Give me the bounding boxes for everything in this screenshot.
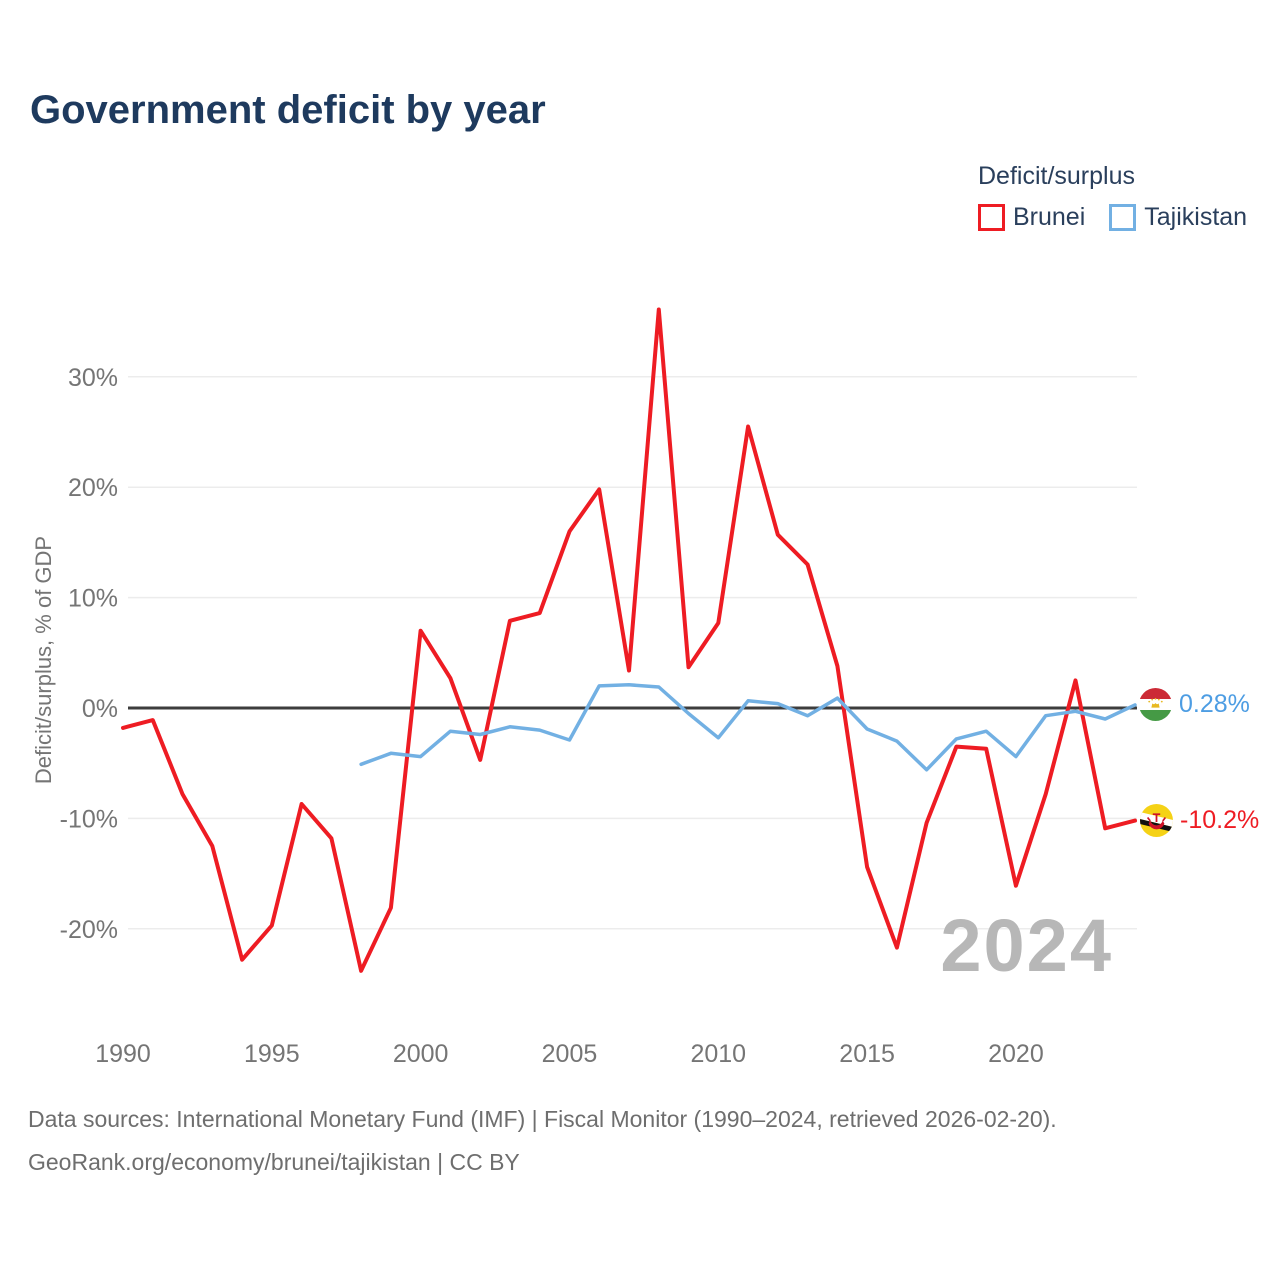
legend-title: Deficit/surplus <box>978 162 1135 190</box>
x-tick-label: 2020 <box>988 1040 1044 1068</box>
y-tick-label: 30% <box>68 364 118 392</box>
legend: Deficit/surplus Brunei Tajikistan <box>978 162 1247 232</box>
x-tick-label: 1995 <box>244 1040 300 1068</box>
brunei-line[interactable] <box>121 307 1137 973</box>
tajikistan-line[interactable] <box>359 683 1137 772</box>
footer-sources-line: Data sources: International Monetary Fun… <box>28 1106 1057 1132</box>
brunei-end-label: -10.2% <box>1140 804 1259 837</box>
legend-item-tajikistan[interactable]: Tajikistan <box>1109 203 1247 232</box>
legend-items: Brunei Tajikistan <box>978 203 1247 232</box>
watermark-year: 2024 <box>940 904 1113 987</box>
brunei-flag-icon <box>1140 804 1173 837</box>
y-tick-label: 10% <box>68 585 118 613</box>
legend-label-tajikistan: Tajikistan <box>1144 203 1248 231</box>
tajikistan-end-label: 0.28% <box>1139 688 1250 721</box>
y-tick-label: 0% <box>82 695 118 723</box>
tajikistan-swatch-icon <box>1109 204 1137 231</box>
footer-attribution-line: GeoRank.org/economy/brunei/tajikistan | … <box>28 1149 520 1175</box>
y-tick-label: -20% <box>60 916 118 944</box>
y-tick-label: 20% <box>68 474 118 502</box>
y-tick-label: -10% <box>60 805 118 833</box>
brunei-end-value: -10.2% <box>1180 806 1260 834</box>
tajikistan-flag-icon <box>1139 688 1172 721</box>
legend-item-brunei[interactable]: Brunei <box>978 203 1085 232</box>
x-tick-label: 1990 <box>95 1040 151 1068</box>
brunei-swatch-icon <box>978 204 1005 231</box>
legend-label-brunei: Brunei <box>1013 203 1086 231</box>
x-tick-label: 2005 <box>542 1040 598 1068</box>
tajikistan-end-value: 0.28% <box>1179 690 1250 718</box>
x-tick-label: 2015 <box>839 1040 895 1068</box>
x-tick-label: 2000 <box>393 1040 449 1068</box>
page-title: Government deficit by year <box>30 88 546 132</box>
x-tick-label: 2010 <box>690 1040 746 1068</box>
footer: Data sources: International Monetary Fun… <box>28 1098 1057 1184</box>
